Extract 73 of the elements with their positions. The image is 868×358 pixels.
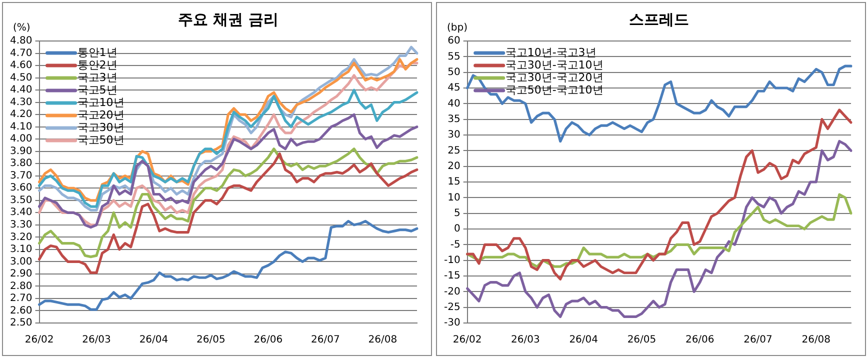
- legend-label: 국고50년-국고10년: [505, 83, 604, 96]
- y-axis-title: (bp): [447, 22, 468, 34]
- y-tick-label: 3.00: [10, 256, 32, 268]
- chart-title: 스프레드: [629, 10, 690, 28]
- legend-label: 국고3년: [77, 70, 118, 84]
- x-tick-label: 26/02: [452, 334, 482, 346]
- y-tick-label: 3.10: [10, 244, 32, 256]
- y-tick-label: 4.10: [10, 121, 32, 132]
- legend-label: 국고30년-국고10년: [505, 58, 604, 72]
- y-tick-label: 4.00: [10, 134, 32, 145]
- legend-label: 통안2년: [77, 58, 118, 72]
- legend-label: 국고50년: [77, 133, 124, 146]
- x-tick-label: 26/08: [368, 334, 398, 346]
- y-tick-label: 10: [448, 192, 460, 204]
- y-tick-label: 25: [448, 145, 460, 156]
- x-tick-label: 26/05: [627, 334, 656, 346]
- y-tick-label: -30: [444, 318, 460, 329]
- y-tick-label: 4.80: [10, 36, 32, 47]
- legend-label: 국고20년: [77, 108, 124, 122]
- y-tick-label: 45: [448, 82, 460, 94]
- y-tick-label: 4.50: [10, 72, 32, 84]
- y-tick-label: -5: [450, 239, 460, 250]
- y-tick-label: 2.60: [10, 305, 32, 316]
- y-tick-label: 4.40: [10, 84, 32, 96]
- x-tick-label: 26/03: [82, 334, 111, 346]
- y-tick-label: 60: [448, 36, 460, 47]
- x-tick-label: 26/06: [254, 334, 283, 346]
- legend-label: 국고10년-국고3년: [505, 46, 596, 59]
- y-tick-label: 4.30: [10, 96, 32, 108]
- legend-label: 통안1년: [77, 46, 118, 59]
- y-tick-label: 30: [448, 130, 460, 141]
- y-tick-label: 4.20: [10, 109, 32, 120]
- x-tick-label: 26/07: [311, 334, 340, 346]
- x-tick-label: 26/02: [24, 334, 54, 346]
- y-tick-label: 5: [454, 208, 460, 219]
- y-tick-label: 15: [448, 176, 460, 188]
- y-tick-label: 2.90: [10, 268, 32, 280]
- x-tick-label: 26/04: [139, 334, 168, 346]
- y-tick-label: 3.70: [10, 170, 32, 182]
- legend-label: 국고30년-국고20년: [505, 70, 604, 84]
- y-tick-label: 3.20: [10, 232, 32, 243]
- x-tick-label: 26/03: [511, 334, 540, 346]
- y-tick-label: 20: [448, 160, 460, 172]
- y-tick-label: 3.30: [10, 220, 32, 231]
- x-tick-label: 26/08: [802, 334, 831, 346]
- y-axis-title: (%): [13, 22, 30, 34]
- y-tick-label: 0: [454, 224, 460, 235]
- y-tick-label: 2.80: [10, 280, 32, 292]
- y-tick-label: 2.70: [10, 293, 32, 304]
- y-tick-label: -10: [444, 254, 460, 266]
- y-tick-label: 4.70: [10, 48, 32, 59]
- y-tick-label: -20: [444, 286, 460, 298]
- y-tick-label: 3.90: [10, 146, 32, 157]
- x-tick-label: 26/04: [569, 334, 598, 346]
- x-tick-label: 26/06: [685, 334, 714, 346]
- y-tick-label: -25: [444, 302, 460, 313]
- y-tick-label: 55: [448, 51, 460, 62]
- legend-label: 국고5년: [77, 83, 118, 96]
- legend-label: 국고30년: [77, 120, 124, 134]
- y-tick-label: 4.60: [10, 60, 32, 72]
- y-tick-label: 40: [448, 98, 460, 110]
- x-tick-label: 26/07: [744, 334, 772, 346]
- y-tick-label: 2.50: [10, 318, 32, 329]
- y-tick-label: 3.80: [10, 158, 32, 170]
- y-tick-label: 3.60: [10, 182, 32, 194]
- y-tick-label: 3.40: [10, 207, 32, 218]
- y-tick-label: 35: [448, 114, 460, 125]
- x-tick-label: 26/05: [196, 334, 226, 346]
- legend-label: 국고10년: [77, 96, 124, 109]
- y-tick-label: 50: [448, 66, 460, 78]
- y-tick-label: -15: [444, 270, 460, 282]
- chart-title: 주요 채권 금리: [178, 10, 278, 28]
- y-tick-label: 3.50: [10, 194, 32, 206]
